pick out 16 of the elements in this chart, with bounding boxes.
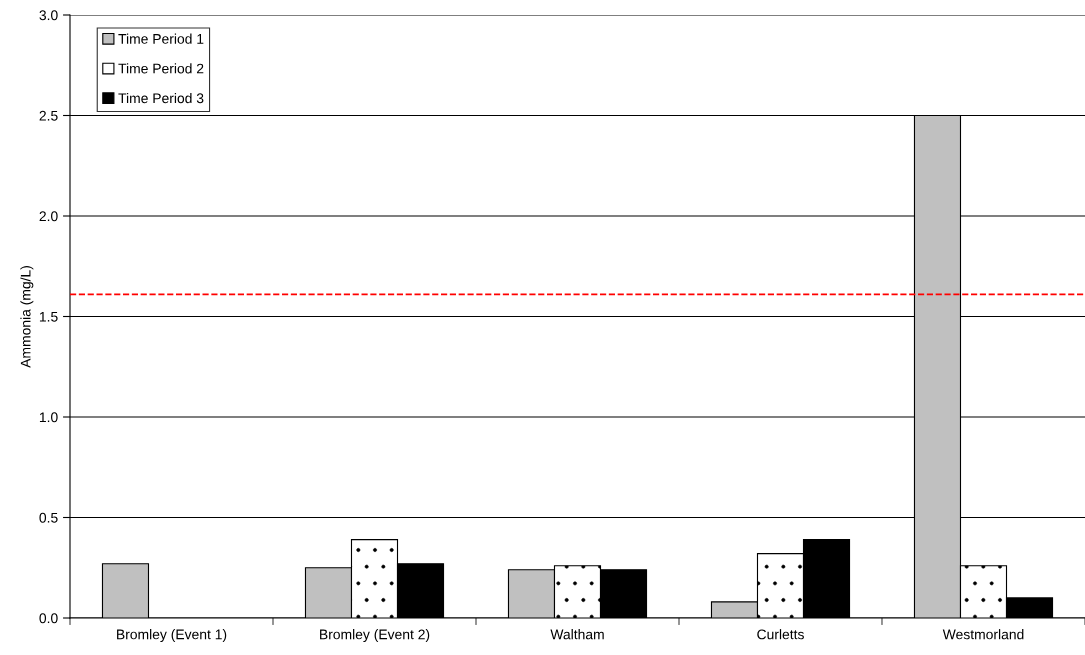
y-tick-label: 1.5 (39, 311, 58, 322)
y-tick-label: 0.5 (39, 512, 58, 523)
legend-label: Time Period 1 (118, 33, 204, 44)
x-tick-label: Westmorland (942, 629, 1024, 640)
y-axis-title: Ammonia (mg/L) (20, 266, 34, 368)
y-tick-label: 0.0 (39, 613, 58, 624)
x-tick-label: Waltham (550, 629, 604, 640)
x-tick-label: Bromley (Event 1) (117, 629, 227, 643)
x-tick-label: Bromley (Event 2) (320, 629, 430, 643)
legend-label: Time Period 2 (118, 63, 204, 74)
y-tick-label: 1.0 (39, 412, 58, 423)
y-tick-label: 2.5 (39, 110, 58, 121)
legend-label: Time Period 3 (118, 92, 204, 104)
y-tick-label: 2.0 (39, 211, 58, 222)
y-tick-label: 3.0 (39, 10, 58, 21)
x-tick-label: Curletts (757, 629, 804, 640)
